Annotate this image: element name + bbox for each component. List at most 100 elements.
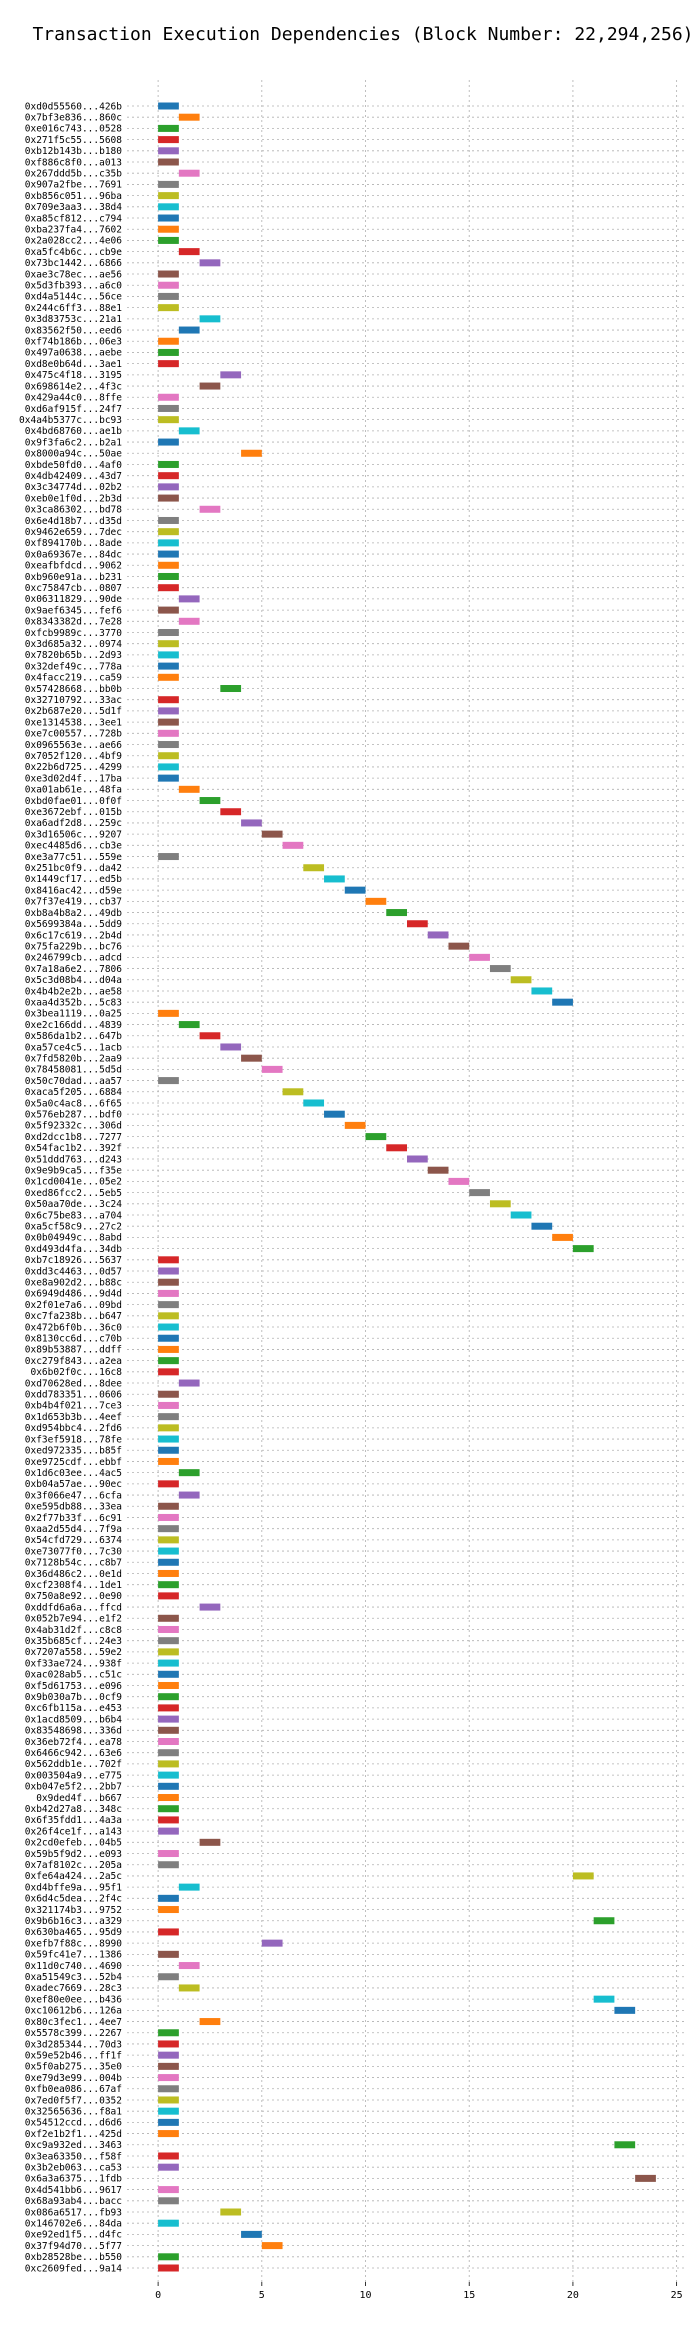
transaction-label: 0x3d285344...70d3 bbox=[25, 2039, 122, 2050]
transaction-label: 0x1cd0041e...05e2 bbox=[25, 1177, 122, 1188]
execution-bar bbox=[199, 382, 221, 390]
transaction-label: 0x576eb287...bdf0 bbox=[25, 1109, 123, 1120]
transaction-label: 0x51ddd763...d243 bbox=[25, 1154, 122, 1165]
execution-bar bbox=[552, 1233, 573, 1241]
transaction-label: 0x54cfd729...6374 bbox=[25, 1535, 123, 1546]
transaction-label: 0x251bc0f9...da42 bbox=[25, 863, 122, 874]
execution-bar bbox=[158, 483, 179, 491]
x-tick-labels: 0 5 10 15 20 25 bbox=[155, 2290, 683, 2301]
execution-bar bbox=[158, 1558, 179, 1566]
execution-bar bbox=[158, 2040, 179, 2048]
transaction-label: 0x59e52b46...ff1f bbox=[25, 2050, 122, 2061]
transaction-label: 0xfb0ea086...67af bbox=[25, 2084, 122, 2095]
execution-bar bbox=[510, 976, 532, 984]
execution-bar bbox=[158, 1368, 179, 1376]
execution-bar bbox=[158, 1726, 179, 1734]
transaction-label: 0xe92ed1f5...d4fc bbox=[25, 2230, 122, 2241]
execution-bar bbox=[158, 214, 179, 222]
transaction-label: 0x7820b65b...2d93 bbox=[25, 650, 122, 661]
execution-bar bbox=[158, 707, 179, 715]
execution-bar bbox=[199, 797, 221, 805]
execution-bar bbox=[158, 1569, 179, 1577]
x-tick-label: 25 bbox=[671, 2290, 683, 2301]
transaction-label: 0x3d83753c...21a1 bbox=[25, 314, 123, 325]
transaction-label: 0x146702e6...84da bbox=[25, 2218, 122, 2229]
execution-bar bbox=[158, 1816, 179, 1824]
execution-bar bbox=[158, 1457, 179, 1465]
execution-bar bbox=[303, 864, 325, 872]
execution-bar bbox=[158, 1323, 179, 1331]
execution-bar bbox=[572, 1872, 594, 1880]
transaction-label: 0x78458081...5d5d bbox=[25, 1065, 122, 1076]
transaction-label: 0x7207a558...59e2 bbox=[25, 1647, 122, 1658]
execution-bar bbox=[158, 416, 179, 424]
transaction-label: 0xb856c051...96ba bbox=[25, 191, 122, 202]
execution-bar bbox=[199, 1032, 221, 1040]
transaction-label: 0x4bd68760...ae1b bbox=[25, 426, 123, 437]
execution-bar bbox=[158, 1592, 179, 1600]
execution-bar bbox=[158, 752, 179, 760]
execution-bar bbox=[241, 449, 262, 457]
transaction-label: 0x5f92332c...306d bbox=[25, 1121, 122, 1132]
execution-bar bbox=[178, 1021, 200, 1029]
transaction-label: 0xd954bbc4...2fd6 bbox=[25, 1423, 123, 1434]
transaction-label: 0xeb0e1f0d...2b3d bbox=[25, 493, 122, 504]
execution-bar bbox=[158, 360, 179, 368]
transaction-label: 0x9aef6345...fef6 bbox=[25, 605, 123, 616]
transaction-label: 0xba237fa4...7602 bbox=[25, 225, 122, 236]
execution-bar bbox=[158, 1760, 179, 1768]
execution-bar bbox=[158, 2152, 179, 2160]
transaction-label: 0xd8e0b64d...3ae1 bbox=[25, 359, 123, 370]
transaction-label: 0xb8a4b8a2...49db bbox=[25, 908, 123, 919]
transaction-label: 0x7f37e419...cb37 bbox=[25, 897, 122, 908]
grid-layer bbox=[127, 80, 687, 2286]
transaction-label: 0x83548698...336d bbox=[25, 1726, 122, 1737]
execution-bar bbox=[158, 1850, 179, 1858]
transaction-label: 0x5d3fb393...a6c0 bbox=[25, 281, 123, 292]
execution-bar bbox=[178, 326, 200, 334]
transaction-label: 0x37f94d70...5f77 bbox=[25, 2241, 122, 2252]
transaction-label: 0xb28528be...b550 bbox=[25, 2252, 123, 2263]
execution-bar bbox=[178, 1883, 200, 1891]
transaction-label: 0x3f066e47...6cfa bbox=[25, 1490, 122, 1501]
transaction-label: 0xf74b186b...06e3 bbox=[25, 337, 122, 348]
execution-bar bbox=[158, 1480, 179, 1488]
execution-bar bbox=[158, 1009, 179, 1017]
transaction-label: 0xe016c743...0528 bbox=[25, 124, 123, 135]
execution-bar bbox=[158, 1928, 179, 1936]
transaction-label: 0x3c34774d...02b2 bbox=[25, 482, 122, 493]
execution-bar bbox=[303, 1099, 325, 1107]
transaction-label: 0xd4bffe9a...95f1 bbox=[25, 1882, 123, 1893]
x-tick-label: 20 bbox=[567, 2290, 579, 2301]
transaction-label: 0xb960e91a...b231 bbox=[25, 572, 123, 583]
transaction-label: 0x06311829...90de bbox=[25, 594, 123, 605]
execution-bar bbox=[220, 808, 242, 816]
transaction-label: 0x6c17c619...2b4d bbox=[25, 930, 122, 941]
execution-bar bbox=[158, 2096, 179, 2104]
execution-bar bbox=[158, 124, 179, 132]
execution-bar bbox=[158, 472, 179, 480]
execution-bar bbox=[178, 1469, 200, 1477]
execution-bar bbox=[158, 1693, 179, 1701]
execution-bar bbox=[158, 774, 179, 782]
transaction-label: 0x3d16506c...9207 bbox=[25, 829, 122, 840]
transaction-label: 0xe3d02d4f...17ba bbox=[25, 773, 122, 784]
transaction-label: 0x59fc41e7...1386 bbox=[25, 1950, 123, 1961]
transaction-label: 0xc6fb115a...e453 bbox=[25, 1703, 122, 1714]
transaction-label: 0xe2c166dd...4839 bbox=[25, 1020, 123, 1031]
transaction-label: 0xddfd6a6a...ffcd bbox=[25, 1602, 122, 1613]
transaction-label: 0x271f5c55...5608 bbox=[25, 135, 123, 146]
transaction-label: 0x4ab31d2f...c8c8 bbox=[25, 1625, 123, 1636]
execution-bar bbox=[158, 1301, 179, 1309]
transaction-label: 0x7052f120...4bf9 bbox=[25, 751, 123, 762]
transaction-label: 0x6e4d18b7...d35d bbox=[25, 516, 122, 527]
execution-bar bbox=[158, 1894, 179, 1902]
execution-bar bbox=[178, 169, 200, 177]
execution-bar bbox=[199, 2018, 221, 2026]
execution-bar bbox=[158, 1334, 179, 1342]
execution-bar bbox=[178, 113, 200, 121]
transaction-label: 0xd2dcc1b8...7277 bbox=[25, 1132, 122, 1143]
execution-bar bbox=[158, 2163, 179, 2171]
transaction-label: 0xec4485d6...cb3e bbox=[25, 841, 123, 852]
